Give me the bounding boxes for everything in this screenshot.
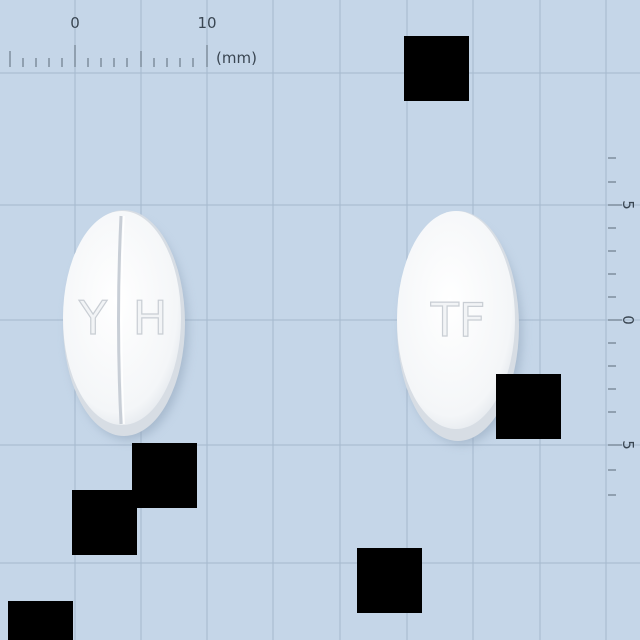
vruler-label-top: 5 — [619, 200, 637, 210]
vertical-ruler — [608, 157, 622, 496]
horizontal-ruler — [9, 45, 208, 67]
imprint-right-char: H — [133, 291, 168, 345]
redaction-box — [8, 601, 73, 640]
redaction-box — [404, 36, 469, 101]
ruler-label-zero: 0 — [70, 14, 80, 32]
redaction-box — [72, 490, 137, 555]
vruler-label-mid: 0 — [619, 315, 637, 325]
score-line — [117, 215, 123, 425]
imprint-tf: TF — [430, 293, 486, 347]
ruler-unit-label: (mm) — [216, 49, 257, 67]
imprint-left-char: Y — [78, 291, 108, 345]
redaction-box — [132, 443, 197, 508]
vruler-label-bottom: 5 — [619, 440, 637, 450]
redaction-box — [357, 548, 422, 613]
tablet-right: TF — [397, 211, 522, 444]
tablet-left: Y H — [63, 210, 188, 440]
redaction-boxes — [8, 36, 561, 640]
redaction-box — [496, 374, 561, 439]
ruler-label-ten: 10 — [197, 14, 216, 32]
